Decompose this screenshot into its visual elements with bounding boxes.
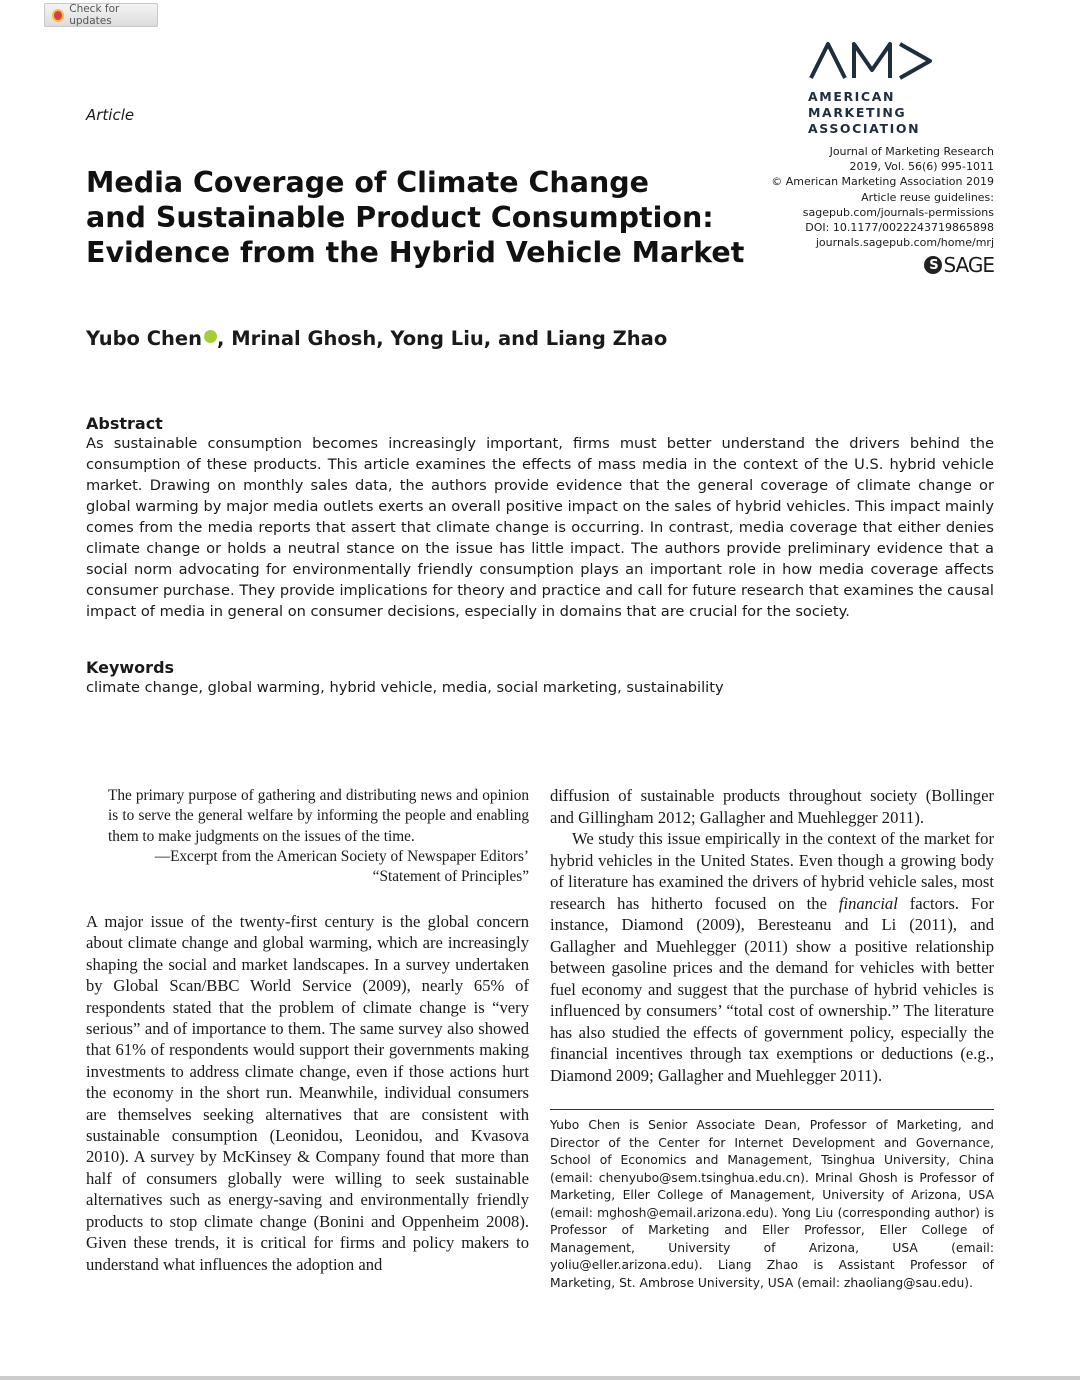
keywords-text: climate change, global warming, hybrid v… [86,679,724,696]
footnote-divider [550,1109,994,1110]
check-for-updates-button[interactable]: Check for updates [44,3,158,27]
article-type-label: Article [86,106,135,124]
crossmark-icon [52,8,65,22]
journal-info: Journal of Marketing Research 2019, Vol.… [771,145,994,250]
ama-logo: AMERICAN MARKETING ASSOCIATION [808,40,998,137]
abstract-heading: Abstract [86,414,163,433]
author-footnote: Yubo Chen is Senior Associate Dean, Prof… [550,1118,994,1290]
author-list: Yubo Chen, Mrinal Ghosh, Yong Liu, and L… [86,327,668,350]
body-left-column: A major issue of the twenty-first centur… [86,912,529,1274]
page-bottom-edge [0,1376,1080,1380]
page-title: Media Coverage of Climate Change and Sus… [86,166,745,269]
abstract-section: Abstract As sustainable consumption beco… [86,414,994,622]
sage-logo: S SAGE [924,253,995,277]
keywords-heading: Keywords [86,658,175,677]
doi-link[interactable]: DOI: 10.1177/0022243719865898 [805,221,994,235]
abstract-text: As sustainable consumption becomes incre… [86,435,994,620]
journal-link[interactable]: journals.sagepub.com/home/mrj [815,236,994,250]
body-right-column: diffusion of sustainable products throug… [550,786,994,1085]
ama-logo-mark-icon [809,42,932,80]
epigraph: The primary purpose of gathering and dis… [108,787,529,886]
permissions-link[interactable]: sagepub.com/journals-permissions [802,205,994,219]
keywords-section: Keywords climate change, global warming,… [86,658,994,698]
orcid-icon[interactable] [204,330,218,343]
sage-s-icon: S [924,256,943,274]
